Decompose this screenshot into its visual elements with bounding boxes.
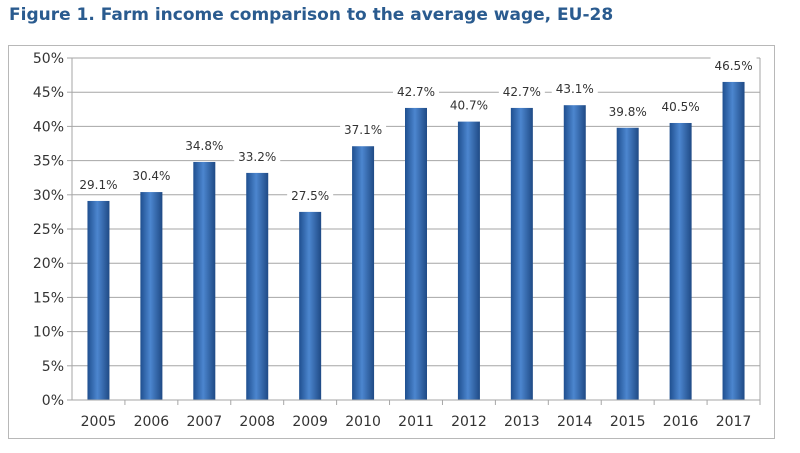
bar-2015 — [616, 127, 639, 400]
x-tick-label: 2011 — [398, 414, 434, 430]
bar-2012 — [457, 121, 480, 400]
data-label-bg — [128, 167, 175, 185]
x-tick-label: 2015 — [610, 414, 646, 430]
x-tick-label: 2007 — [186, 414, 222, 430]
data-label: 27.5% — [291, 189, 329, 203]
chart-frame — [8, 45, 775, 439]
data-label: 30.4% — [132, 169, 170, 183]
x-tick-label: 2016 — [663, 414, 699, 430]
data-label: 40.5% — [662, 100, 700, 114]
data-label: 42.7% — [503, 85, 541, 99]
data-label: 39.8% — [609, 105, 647, 119]
data-label: 40.7% — [450, 99, 488, 113]
data-label-bg — [393, 82, 439, 100]
data-label: 43.1% — [556, 82, 594, 96]
bar-2011 — [405, 107, 427, 400]
data-label-bg — [340, 121, 387, 139]
bar-2010 — [352, 146, 375, 400]
bar-2013 — [510, 107, 533, 400]
data-label-bg — [498, 82, 545, 100]
y-tick-label: 20% — [33, 256, 64, 272]
data-label: 46.5% — [714, 59, 752, 73]
bar-2008 — [246, 172, 269, 400]
data-label-bg — [604, 102, 651, 120]
x-tick-label: 2005 — [81, 414, 117, 430]
data-label-bg — [181, 136, 228, 154]
data-label: 42.7% — [397, 85, 435, 99]
figure-title: Figure 1. Farm income comparison to the … — [9, 5, 614, 25]
bar-2009 — [299, 211, 322, 400]
y-tick-label: 15% — [33, 290, 64, 306]
bar-2017 — [722, 81, 745, 400]
data-label-bg — [551, 80, 598, 98]
data-label: 29.1% — [79, 178, 117, 192]
x-tick-label: 2008 — [239, 414, 275, 430]
x-tick-label: 2017 — [716, 414, 752, 430]
data-label: 33.2% — [238, 150, 276, 164]
y-tick-label: 35% — [33, 154, 64, 170]
data-label: 37.1% — [344, 123, 382, 137]
data-label-bg — [710, 56, 757, 74]
bar-2014 — [563, 105, 586, 401]
data-label: 34.8% — [185, 139, 223, 153]
x-tick-label: 2006 — [134, 414, 170, 430]
y-tick-label: 30% — [33, 188, 64, 204]
x-tick-label: 2014 — [557, 414, 593, 430]
y-tick-label: 45% — [33, 85, 64, 101]
bar-2016 — [669, 122, 692, 400]
y-tick-label: 0% — [42, 393, 64, 409]
data-label-bg — [287, 186, 334, 204]
bar-2006 — [140, 192, 163, 400]
y-tick-label: 25% — [33, 222, 64, 238]
data-label-bg — [234, 147, 281, 165]
y-tick-label: 10% — [33, 325, 64, 341]
x-tick-label: 2012 — [451, 414, 487, 430]
x-tick-label: 2010 — [345, 414, 381, 430]
y-tick-label: 5% — [42, 359, 64, 375]
bar-2007 — [193, 161, 216, 400]
x-tick-label: 2013 — [504, 414, 540, 430]
y-tick-label: 50% — [33, 51, 64, 67]
bar-2005 — [87, 200, 110, 400]
data-label-bg — [445, 96, 492, 114]
data-label-bg — [75, 175, 122, 193]
y-tick-label: 40% — [33, 119, 64, 135]
data-label-bg — [657, 97, 704, 115]
x-tick-label: 2009 — [292, 414, 328, 430]
